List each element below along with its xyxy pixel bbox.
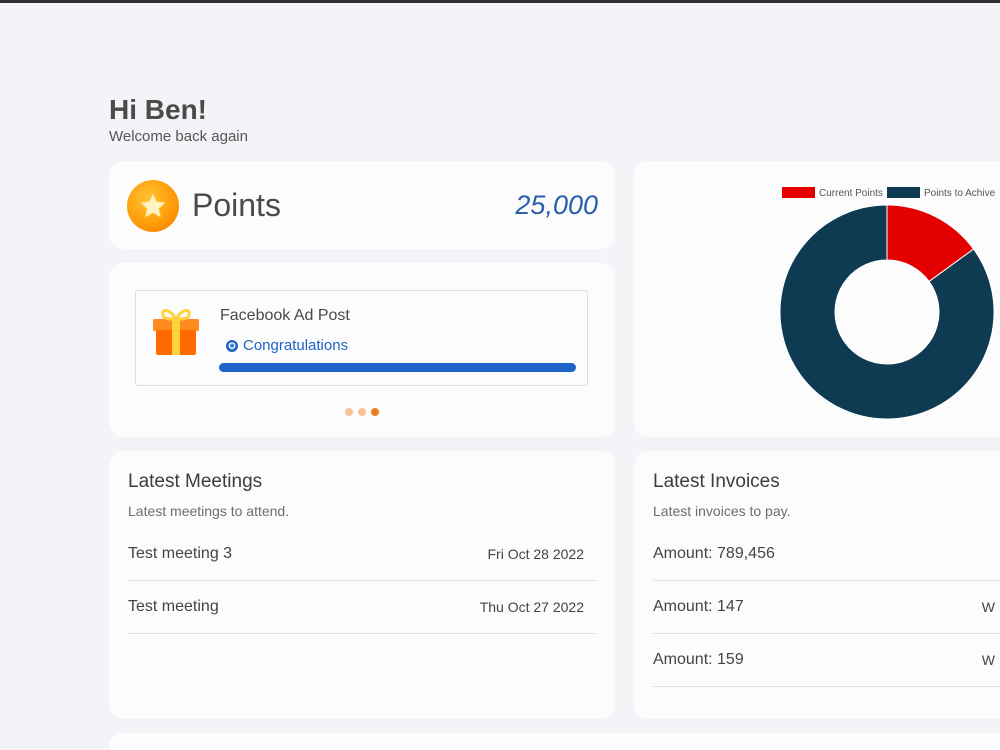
meeting-name: Test meeting bbox=[128, 598, 219, 615]
points-doughnut-chart: Current Points Points to Achive bbox=[779, 187, 996, 420]
invoice-amount: Amount: 147 bbox=[653, 598, 744, 615]
bottom-card bbox=[109, 733, 1000, 750]
legend-label: Current Points bbox=[819, 188, 883, 199]
gift-icon bbox=[153, 309, 199, 355]
meetings-title: Latest Meetings bbox=[128, 471, 263, 492]
points-label: Points bbox=[192, 187, 281, 223]
top-bar bbox=[0, 0, 1000, 3]
greeting-subtitle: Welcome back again bbox=[109, 128, 248, 145]
carousel-dot[interactable] bbox=[371, 408, 379, 416]
reward-progress-fill bbox=[219, 363, 576, 372]
legend-label: Points to Achive bbox=[924, 188, 996, 199]
invoice-row[interactable]: Amount: 789,456 bbox=[653, 528, 1000, 581]
invoices-list: Amount: 789,456 Amount: 147 W Amount: 15… bbox=[653, 528, 1000, 687]
carousel-dot[interactable] bbox=[345, 408, 353, 416]
meeting-name: Test meeting 3 bbox=[128, 545, 233, 562]
greeting-title: Hi Ben! bbox=[109, 94, 207, 125]
reward-title: Facebook Ad Post bbox=[220, 307, 350, 324]
meetings-subtitle: Latest meetings to attend. bbox=[128, 503, 290, 519]
invoices-subtitle: Latest invoices to pay. bbox=[653, 503, 791, 519]
star-icon bbox=[127, 180, 179, 232]
chart-slice[interactable] bbox=[779, 204, 995, 420]
meeting-row[interactable]: Test meeting Thu Oct 27 2022 bbox=[128, 581, 596, 634]
meetings-list: Test meeting 3 Fri Oct 28 2022 Test meet… bbox=[128, 528, 596, 634]
reward-status-label: Congratulations bbox=[243, 337, 349, 354]
invoice-amount: Amount: 789,456 bbox=[653, 545, 775, 562]
legend-item[interactable]: Points to Achive bbox=[887, 187, 996, 199]
invoice-row[interactable]: Amount: 147 W bbox=[653, 581, 1000, 634]
meeting-date: Fri Oct 28 2022 bbox=[487, 546, 585, 562]
legend-swatch bbox=[887, 187, 920, 198]
meeting-date: Thu Oct 27 2022 bbox=[479, 599, 584, 615]
legend-item[interactable]: Current Points bbox=[782, 187, 883, 199]
legend-swatch bbox=[782, 187, 815, 198]
carousel-dots bbox=[345, 408, 379, 416]
greeting: Hi Ben! Welcome back again bbox=[109, 94, 248, 145]
invoices-title: Latest Invoices bbox=[653, 471, 780, 492]
reward-progress-bar bbox=[219, 363, 576, 372]
points-card: Points 25,000 bbox=[109, 161, 615, 249]
latest-meetings-card: Latest Meetings Latest meetings to atten… bbox=[109, 451, 615, 719]
check-circle-icon: ✪ bbox=[226, 339, 238, 352]
invoice-row[interactable]: Amount: 159 W bbox=[653, 634, 1000, 687]
meeting-row[interactable]: Test meeting 3 Fri Oct 28 2022 bbox=[128, 528, 596, 581]
carousel-dot[interactable] bbox=[358, 408, 366, 416]
reward-card: Facebook Ad Post ✪ Congratulations bbox=[109, 263, 615, 437]
invoice-date: W bbox=[981, 652, 995, 668]
latest-invoices-card: Latest Invoices Latest invoices to pay. … bbox=[634, 451, 1000, 719]
invoice-amount: Amount: 159 bbox=[653, 651, 744, 668]
points-chart-card: Current Points Points to Achive bbox=[634, 161, 1000, 437]
invoice-date: W bbox=[981, 599, 995, 615]
reward-status: ✪ Congratulations bbox=[226, 337, 348, 354]
reward-item[interactable]: Facebook Ad Post ✪ Congratulations bbox=[135, 290, 588, 386]
points-value: 25,000 bbox=[515, 190, 598, 220]
